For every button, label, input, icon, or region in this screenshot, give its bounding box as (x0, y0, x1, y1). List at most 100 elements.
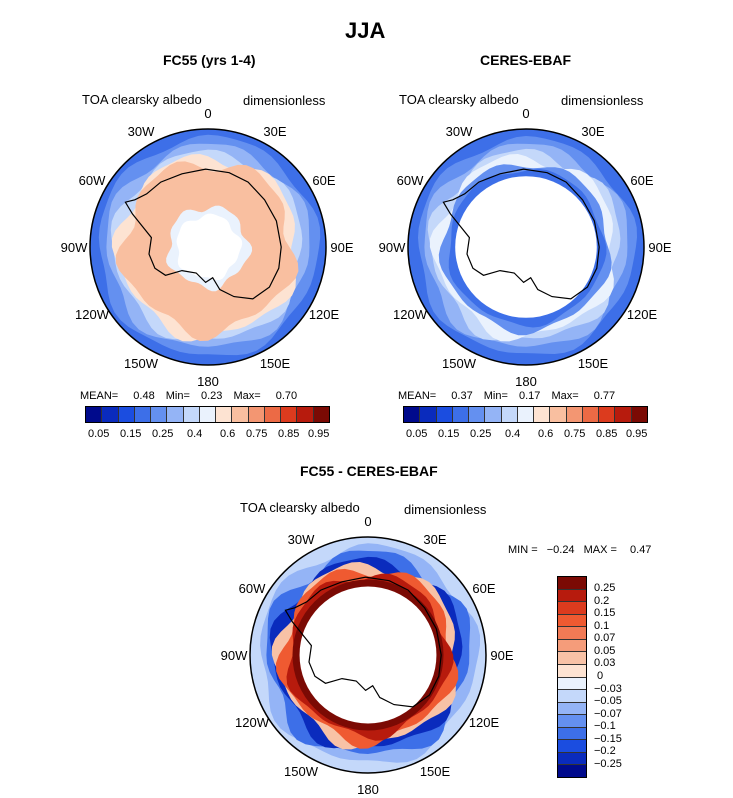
colorbar-ceres-swatch (435, 407, 452, 422)
colorbar-diff-swatch (558, 601, 586, 614)
map-ceres-lon-label: 180 (515, 374, 537, 389)
colorbar-ceres-swatch (533, 407, 550, 422)
panel-fc55-mean-label: MEAN= (80, 390, 119, 402)
colorbar-diff-tick: 0.1 (594, 620, 610, 632)
colorbar-fc55 (85, 406, 330, 423)
map-fc55-lon-label: 90W (61, 240, 88, 255)
map-fc55-lon-label: 120E (309, 307, 340, 322)
colorbar-diff-swatch (558, 726, 586, 740)
colorbar-diff-tick: −0.05 (594, 695, 622, 707)
map-fc55-lon-label: 0 (204, 106, 211, 121)
map-fc55-lon-label: 120W (75, 307, 110, 322)
colorbar-fc55-swatch (182, 407, 199, 422)
colorbar-ceres-swatch (451, 407, 469, 422)
map-fc55-coastline (124, 168, 282, 300)
map-fc55-rim (89, 128, 327, 366)
colorbar-diff-swatch (558, 663, 586, 677)
colorbar-fc55-swatch (86, 407, 102, 422)
map-ceres: 0 30E 60E 90E 120E 150E 180 150W 120W 90W 60W 30W (379, 106, 672, 389)
colorbar-ceres-tick: 0.95 (626, 428, 648, 440)
colorbar-ceres-swatch (500, 407, 517, 422)
colorbar-ceres-tick: 0.15 (438, 428, 460, 440)
map-diff-rim (249, 536, 487, 774)
map-ceres-lon-label: 60E (630, 173, 653, 188)
panel-fc55-stats: MEAN= 0.48 Min= 0.23 Max= 0.70 (80, 390, 297, 402)
map-ceres-lon-label: 120E (627, 307, 658, 322)
panel-ceres-units: dimensionless (561, 93, 644, 108)
map-fc55-lon-label: 30W (128, 124, 155, 139)
map-diff-lon-label: 150W (284, 764, 319, 779)
panel-ceres-min: 0.17 (518, 390, 541, 402)
colorbar-ceres-swatch (581, 407, 599, 422)
panel-fc55-subtitle: FC55 (yrs 1-4) (163, 52, 256, 68)
panel-fc55-min-label: Min= (165, 390, 190, 402)
colorbar-ceres-tick: 0.6 (538, 428, 554, 440)
colorbar-diff-swatch (558, 638, 586, 652)
colorbar-fc55-tick: 0.6 (220, 428, 236, 440)
colorbar-diff-tick: 0.05 (594, 645, 616, 657)
panel-fc55-min: 0.23 (200, 390, 223, 402)
colorbar-ceres-swatch (484, 407, 501, 422)
panel-diff-subtitle: FC55 - CERES-EBAF (300, 463, 438, 479)
map-diff: 0 30E 60E 90E 120E 150E 180 150W 120W 90W 60W 30W (221, 514, 514, 797)
panel-fc55-max: 0.70 (275, 390, 298, 402)
colorbar-fc55-tick: 0.4 (187, 428, 203, 440)
map-ceres-lon-label: 30E (581, 124, 604, 139)
map-fc55-lon-label: 150E (260, 356, 291, 371)
colorbar-diff-swatch (558, 764, 586, 777)
panel-fc55-max-label: Max= (233, 390, 261, 402)
colorbar-fc55-swatch (150, 407, 167, 422)
map-diff-lon-label: 60E (472, 581, 495, 596)
map-fc55-lon-label: 60W (79, 173, 106, 188)
colorbar-fc55-swatch (231, 407, 248, 422)
colorbar-ceres (403, 406, 648, 423)
map-fc55-lon-label: 90E (330, 240, 353, 255)
map-diff-lon-label: 0 (364, 514, 371, 529)
colorbar-diff-tick: 0.2 (594, 595, 610, 607)
colorbar-fc55-swatch (312, 407, 329, 422)
map-diff-lon-label: 120E (469, 715, 500, 730)
colorbar-fc55-swatch (247, 407, 264, 422)
colorbar-fc55-swatch (101, 407, 118, 422)
colorbar-ceres-tick: 0.85 (596, 428, 618, 440)
colorbar-ceres-tick: 0.4 (505, 428, 521, 440)
colorbar-diff-swatch (558, 588, 586, 602)
map-diff-lon-label: 90W (221, 648, 248, 663)
map-diff-lon-label: 60W (239, 581, 266, 596)
panel-fc55-mean: 0.48 (133, 390, 155, 402)
map-diff-lon-label: 150E (420, 764, 451, 779)
colorbar-ceres-tick: 0.05 (406, 428, 428, 440)
panel-ceres-mean-label: MEAN= (398, 390, 437, 402)
colorbar-ceres-swatch (565, 407, 582, 422)
colorbar-ceres-swatch (468, 407, 485, 422)
map-fc55-contour (176, 213, 243, 281)
colorbar-fc55-tick: 0.25 (152, 428, 174, 440)
colorbar-ceres-swatch (419, 407, 436, 422)
map-diff-lon-label: 30W (288, 532, 315, 547)
colorbar-fc55-swatch (133, 407, 151, 422)
map-fc55-lon-label: 150W (124, 356, 159, 371)
map-ceres-lon-label: 90E (648, 240, 671, 255)
colorbar-fc55-tick: 0.75 (246, 428, 268, 440)
page-title: JJA (345, 18, 386, 43)
colorbar-diff-tick: 0.15 (594, 607, 616, 619)
panel-diff-max-label: MAX = (583, 544, 617, 556)
map-ceres-contour (455, 176, 597, 318)
map-diff-lon-label: 120W (235, 715, 270, 730)
map-fc55-lon-label: 180 (197, 374, 219, 389)
panel-diff-stats: MIN = −0.24 MAX = 0.47 (508, 544, 651, 556)
panel-diff-min: −0.24 (546, 544, 575, 556)
colorbar-ceres-swatch (404, 407, 420, 422)
colorbar-diff-swatch (558, 751, 586, 765)
map-diff-lon-label: 90E (490, 648, 513, 663)
colorbar-diff-swatch (558, 714, 586, 727)
colorbar-fc55-swatch (296, 407, 313, 422)
colorbar-diff-tick: −0.15 (594, 733, 622, 745)
colorbar-fc55-swatch (117, 407, 134, 422)
colorbar-diff-tick: −0.07 (594, 708, 622, 720)
colorbar-fc55-swatch (166, 407, 183, 422)
colorbar-diff-tick: 0.07 (594, 632, 616, 644)
colorbar-ceres-swatch (598, 407, 615, 422)
colorbar-diff-swatch (558, 676, 586, 690)
colorbar-diff-tick: −0.03 (594, 683, 622, 695)
